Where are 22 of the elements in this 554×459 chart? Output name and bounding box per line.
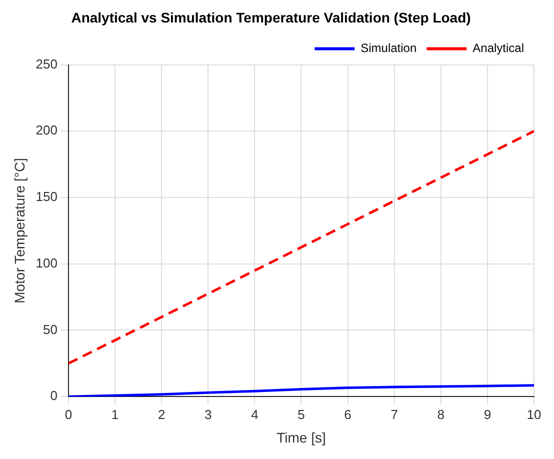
x-tick-label: 10 [526, 406, 542, 422]
y-tick-label: 200 [36, 122, 58, 138]
x-tick-label: 0 [64, 406, 72, 422]
y-tick-label: 100 [36, 255, 58, 270]
chart-title: Analytical vs Simulation Temperature Validation (Step Load) [71, 9, 471, 26]
y-tick-label: 250 [36, 56, 58, 72]
x-tick-label: 4 [251, 406, 258, 422]
x-tick-label: 2 [158, 406, 166, 422]
x-tick-label: 7 [390, 406, 398, 422]
x-tick-label: 9 [484, 406, 492, 422]
y-tick-label: 0 [50, 388, 58, 404]
legend-label: Analytical [472, 41, 524, 56]
x-tick-label: 6 [344, 406, 352, 422]
x-tick-label: 8 [437, 406, 445, 422]
y-tick-label: 150 [36, 189, 58, 204]
legend-label: Simulation [360, 41, 417, 56]
x-tick-label: 3 [204, 406, 212, 422]
y-tick-label: 50 [43, 322, 58, 337]
x-tick-label: 1 [111, 406, 119, 422]
x-axis-title: Time [s] [276, 429, 326, 446]
y-axis-title: Motor Temperature [°C] [11, 158, 28, 304]
x-tick-label: 5 [298, 406, 305, 422]
